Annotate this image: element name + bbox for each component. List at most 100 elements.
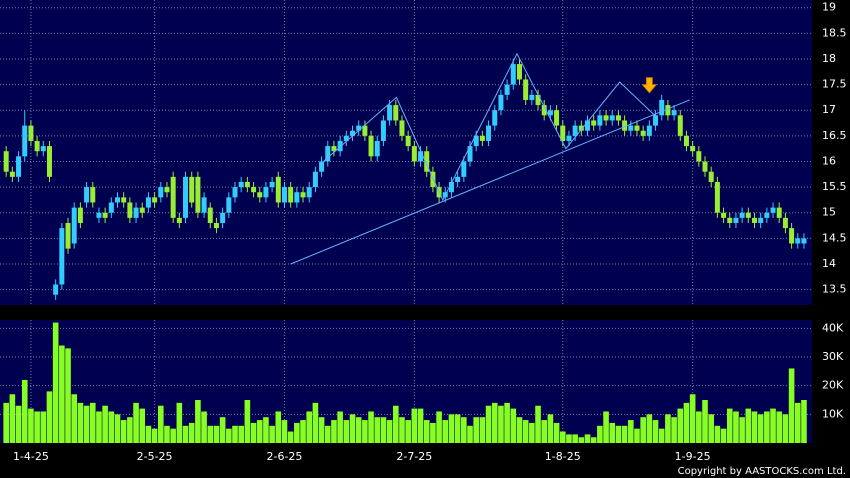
candle-body xyxy=(331,146,337,152)
volume-bar xyxy=(263,417,269,443)
volume-bar xyxy=(566,434,572,443)
volume-bar xyxy=(343,420,350,443)
candle-body xyxy=(325,146,331,162)
volume-bar xyxy=(677,408,684,443)
candle-body xyxy=(343,135,349,141)
candle-body xyxy=(288,187,294,203)
volume-bar xyxy=(324,425,331,443)
candle-body xyxy=(96,212,102,218)
volume-bar xyxy=(306,411,313,443)
candle-body xyxy=(504,84,510,95)
candle-body xyxy=(770,207,776,213)
candle-body xyxy=(158,187,164,198)
candle-body xyxy=(690,146,696,152)
candle-body xyxy=(226,197,232,213)
volume-bar xyxy=(380,417,387,443)
volume-bar xyxy=(312,402,319,443)
volume-bar xyxy=(108,411,115,443)
volume-bar xyxy=(708,414,714,443)
candle-body xyxy=(251,187,257,193)
volume-bar xyxy=(114,414,121,443)
volume-bar xyxy=(782,414,789,443)
x-tick-label: 2-7-25 xyxy=(396,450,432,463)
volume-bar xyxy=(411,408,418,443)
volume-bar xyxy=(436,411,442,443)
x-tick-label: 2-6-25 xyxy=(267,450,303,463)
candle-body xyxy=(789,228,795,244)
volume-bar xyxy=(504,402,510,443)
candle-body xyxy=(554,110,560,126)
candle-body xyxy=(380,120,386,141)
volume-bar xyxy=(559,431,566,443)
candle-body xyxy=(461,161,467,177)
candle-body xyxy=(232,187,238,198)
x-tick-label: 2-5-25 xyxy=(137,450,173,463)
volume-bar xyxy=(646,414,653,443)
volume-bar xyxy=(170,428,176,443)
candle-body xyxy=(312,171,318,188)
y-tick-label: 14 xyxy=(822,257,836,270)
volume-bar xyxy=(120,420,127,443)
volume-bar xyxy=(157,405,164,443)
candle-body xyxy=(411,146,417,162)
candle-body xyxy=(492,110,498,126)
candle-body xyxy=(399,120,405,136)
volume-bar xyxy=(665,414,671,443)
candle-body xyxy=(393,105,399,121)
candle-body xyxy=(121,197,127,203)
candle-body xyxy=(22,125,28,157)
candle-body xyxy=(634,125,640,131)
candle-body xyxy=(603,115,609,121)
volume-bar xyxy=(467,425,473,443)
candle-body xyxy=(195,176,201,213)
volume-bar xyxy=(485,405,492,443)
volume-bar xyxy=(9,394,16,443)
volume-bar xyxy=(516,417,523,443)
y-tick-label: 20K xyxy=(822,379,844,392)
candle-body xyxy=(467,146,473,162)
candle-body xyxy=(721,212,727,218)
x-tick-label: 1-9-25 xyxy=(675,450,711,463)
volume-bar xyxy=(714,425,721,443)
candle-body xyxy=(696,151,702,162)
candle-body xyxy=(183,176,189,218)
candle-body xyxy=(529,94,535,100)
volume-bar xyxy=(547,414,554,443)
volume-bar xyxy=(337,411,343,443)
candle-body xyxy=(3,151,9,172)
volume-bar xyxy=(757,414,764,443)
volume-bar xyxy=(244,399,251,443)
candle-body xyxy=(764,212,770,218)
candle-body xyxy=(671,110,677,116)
candle-body xyxy=(213,222,219,229)
volume-bar xyxy=(362,420,368,443)
candle-body xyxy=(418,151,424,162)
candle-body xyxy=(269,181,275,188)
volume-bar xyxy=(294,422,300,443)
candle-body xyxy=(473,135,479,147)
volume-bar xyxy=(770,408,776,443)
candle-body xyxy=(751,217,757,223)
trendline xyxy=(290,99,690,265)
candle-body xyxy=(677,115,683,136)
candle-body xyxy=(170,176,176,218)
candle-body xyxy=(547,110,553,116)
candle-body xyxy=(368,135,374,157)
candle-body xyxy=(115,197,121,203)
volume-bar xyxy=(281,420,288,443)
candle-body xyxy=(597,115,603,126)
volume-bar xyxy=(65,348,71,443)
volume-bar xyxy=(250,422,257,443)
volume-bar xyxy=(603,411,609,443)
candle-body xyxy=(733,217,739,223)
volume-bar xyxy=(15,405,22,443)
candle-body xyxy=(65,222,71,249)
candle-body xyxy=(306,187,312,198)
candle-body xyxy=(516,64,522,80)
volume-bar xyxy=(269,425,275,443)
candle-body xyxy=(53,284,59,295)
volume-bar xyxy=(164,425,170,443)
volume-bar xyxy=(238,425,244,443)
candle-body xyxy=(257,192,263,198)
candle-body xyxy=(615,115,621,121)
